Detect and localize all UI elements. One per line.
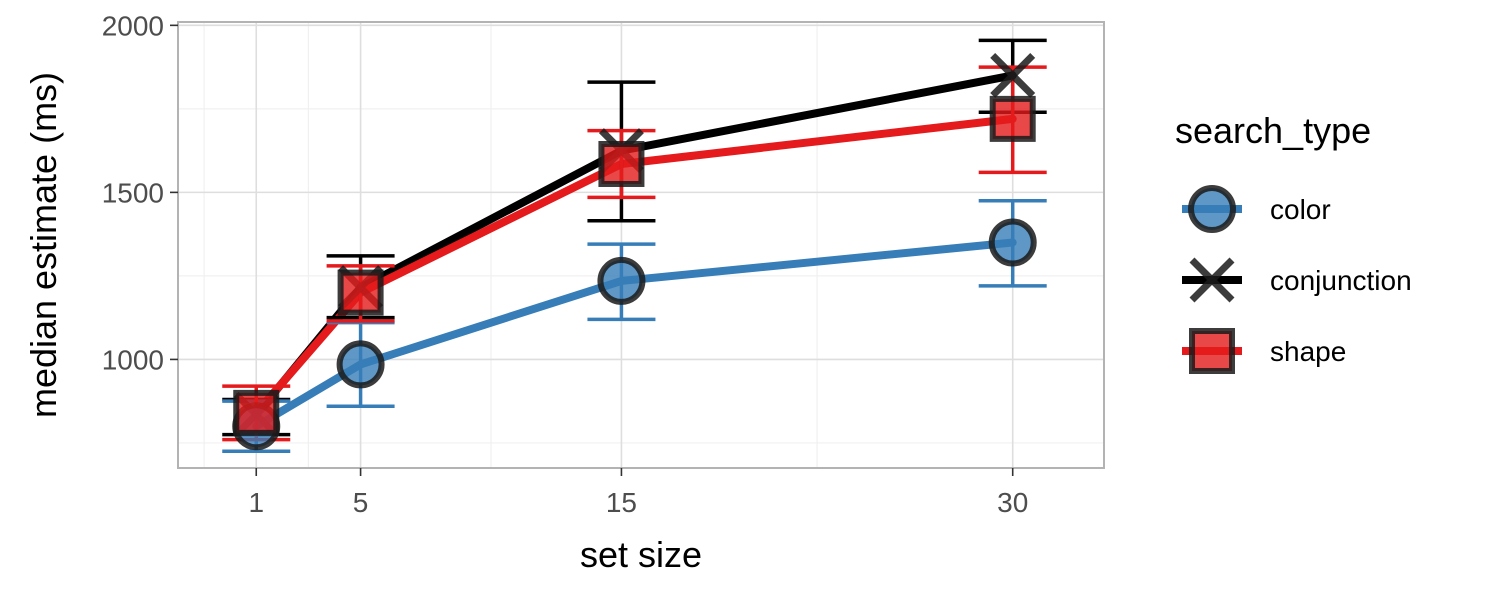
x-tick-label: 30 — [997, 487, 1028, 518]
point-conjunction — [990, 52, 1036, 98]
x-marker-stroke — [990, 52, 1036, 98]
x-axis-title: set size — [580, 534, 702, 575]
point-shape — [337, 269, 384, 316]
legend-item-color: color — [1182, 185, 1331, 233]
point-color — [597, 256, 646, 305]
panel-border — [177, 21, 1105, 469]
y-tick-label: 1000 — [102, 344, 164, 375]
legend-item-conjunction: conjunction — [1182, 257, 1412, 303]
legend-label: color — [1270, 194, 1331, 225]
legend-key-marker — [1189, 257, 1235, 303]
y-axis-title: median estimate (ms) — [23, 72, 64, 418]
y-tick-label: 1500 — [102, 177, 164, 208]
point-shape — [989, 95, 1036, 142]
y-tick-label: 2000 — [102, 10, 164, 41]
legend-item-shape: shape — [1182, 328, 1346, 374]
x-tick-label: 5 — [353, 487, 369, 518]
x-marker-stroke — [1189, 257, 1235, 303]
series-lines — [252, 71, 1017, 431]
x-tick-label: 1 — [248, 487, 264, 518]
point-color — [336, 340, 385, 389]
point-shape — [233, 389, 280, 436]
x-tick-label: 15 — [606, 487, 637, 518]
legend: search_type color conjunction shape — [1175, 110, 1412, 374]
legend-title: search_type — [1175, 110, 1371, 151]
point-color — [988, 218, 1037, 267]
legend-key-marker — [1189, 328, 1235, 374]
point-shape — [598, 140, 645, 187]
series-line-shape — [252, 114, 1017, 417]
legend-key-marker — [1188, 185, 1236, 233]
legend-label: conjunction — [1270, 265, 1412, 296]
series-markers — [232, 52, 1037, 451]
series-line-color — [252, 238, 1017, 431]
legend-keys: color conjunction shape — [1182, 185, 1412, 374]
axis-ticks — [170, 24, 1014, 476]
legend-label: shape — [1270, 336, 1346, 367]
